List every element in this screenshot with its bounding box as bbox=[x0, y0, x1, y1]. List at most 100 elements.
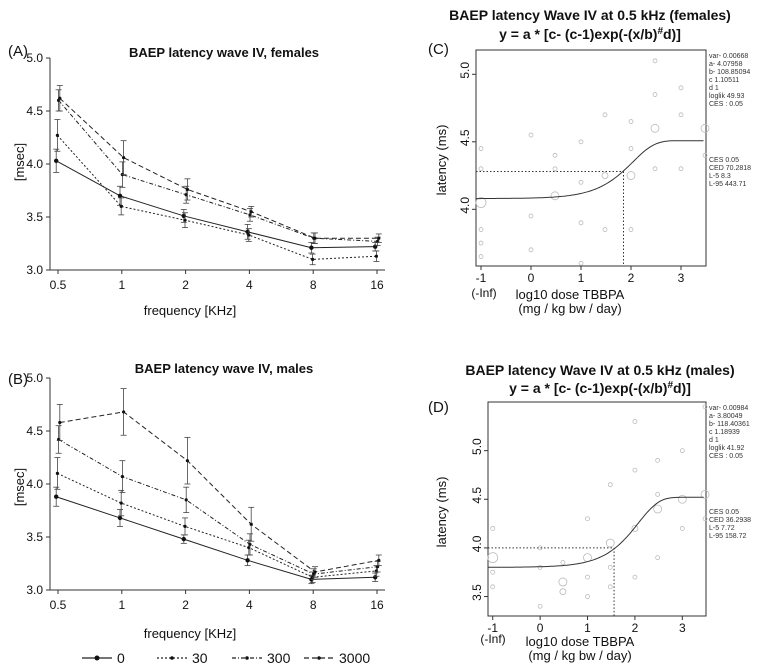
panel-d-title: BAEP latency Wave IV at 0.5 kHz (males) bbox=[465, 362, 734, 378]
panel-d-data-point bbox=[490, 584, 496, 590]
panel-a-data-point bbox=[122, 156, 126, 160]
panel-a-data-point bbox=[377, 236, 381, 240]
panel-c-plot-frame bbox=[475, 49, 707, 267]
panel-a-ytick-label: 5.0 bbox=[26, 51, 43, 65]
panel-d-ylabel: latency (ms) bbox=[434, 477, 449, 548]
panel-d-xtick-label: -1 bbox=[487, 621, 498, 635]
panel-d-data-point bbox=[631, 525, 639, 532]
panel-d-data-point bbox=[702, 404, 708, 410]
panel-c-data-point bbox=[626, 171, 636, 180]
panel-c-data-point bbox=[628, 227, 634, 232]
panel-b-xtick-label: 4 bbox=[246, 598, 253, 612]
panel-c-param-text: var- 0.00668 bbox=[709, 53, 748, 60]
panel-a-series-line bbox=[55, 160, 376, 249]
panel-a-series-line bbox=[59, 97, 379, 239]
panel-c-data-point bbox=[478, 227, 484, 232]
panel-d-data-point bbox=[537, 564, 543, 570]
panel-c-data-point bbox=[528, 213, 534, 219]
panel-d-data-point bbox=[653, 504, 663, 514]
panel-d-data-point bbox=[585, 574, 590, 580]
panel-a-chart: (A) BAEP latency wave IV, females freque… bbox=[8, 43, 385, 318]
panel-d-data-point bbox=[677, 494, 687, 504]
panel-b-data-point bbox=[313, 570, 317, 574]
panel-c-param-text: b- 108.85094 bbox=[709, 69, 750, 76]
panel-c-xtick-label: 2 bbox=[628, 271, 635, 285]
panel-c-bmd-text: CED 70.2818 bbox=[709, 165, 751, 172]
panel-d-xlabel-units: (mg / kg bw / day) bbox=[528, 648, 631, 663]
panel-c-fit-curve bbox=[476, 140, 704, 200]
panel-c-data-point bbox=[678, 85, 684, 91]
panel-c-data-point bbox=[478, 166, 484, 172]
panel-d-param-text: b- 118.40361 bbox=[709, 421, 750, 428]
panel-d-data-point bbox=[585, 516, 590, 522]
panel-c-ytick-label: 4.0 bbox=[458, 197, 472, 214]
panel-a-data-point bbox=[248, 213, 252, 217]
panel-a-data-point bbox=[374, 254, 378, 258]
panel-b-chart: (B) BAEP latency wave IV, males frequenc… bbox=[8, 361, 385, 641]
panel-d-bmd-text: L-5 7.72 bbox=[709, 525, 735, 532]
formula-d-prefix: y = a * [c- (c-1)exp(-(x/b) bbox=[509, 380, 667, 396]
panel-a-xtick-label: 0.5 bbox=[50, 278, 67, 292]
panel-c-data-point bbox=[552, 152, 558, 158]
panel-d-data-point bbox=[605, 538, 615, 548]
panel-c-data-point bbox=[678, 112, 684, 118]
panel-a-data-point bbox=[54, 158, 59, 164]
panel-d-data-point bbox=[607, 482, 613, 488]
legend-label: 3000 bbox=[339, 650, 370, 666]
panel-a-data-point bbox=[55, 133, 60, 137]
panel-c-bmd-text: L-5 8.3 bbox=[709, 173, 731, 180]
panel-d-data-point bbox=[607, 584, 613, 590]
panel-c-xlabel-units: (mg / kg bw / day) bbox=[518, 301, 621, 316]
panel-d-data-point bbox=[700, 490, 710, 499]
panel-b-series-line bbox=[57, 472, 377, 578]
panel-a-ylabel: [msec] bbox=[12, 143, 27, 181]
panel-c-xtick-label: 3 bbox=[678, 271, 685, 285]
panel-d-data-point bbox=[558, 577, 568, 587]
panel-c-data-point bbox=[478, 254, 484, 259]
panel-c-data-point bbox=[478, 240, 484, 246]
panel-d-xtick-label: 3 bbox=[679, 621, 686, 635]
panel-c-param-text: d 1 bbox=[709, 85, 719, 92]
panel-d-data-point bbox=[607, 564, 613, 570]
panel-b-data-point bbox=[248, 542, 252, 547]
panel-b-data-point bbox=[181, 536, 186, 542]
legend-swatch-marker bbox=[94, 655, 100, 661]
panel-c-data-point bbox=[678, 166, 684, 172]
panel-c-data-point bbox=[578, 260, 584, 266]
panel-a-series-line bbox=[58, 100, 378, 242]
panel-c-inf-tick: (-Inf) bbox=[471, 286, 496, 300]
panel-b-data-point bbox=[377, 558, 381, 562]
panel-c-data-point bbox=[652, 92, 658, 97]
panel-c-bmd-text: CES 0.05 bbox=[709, 157, 739, 164]
panel-d-ytick-label: 5.0 bbox=[470, 438, 484, 455]
panel-d-formula: y = a * [c- (c-1)exp(-(x/b)#d)] bbox=[509, 380, 691, 396]
panel-b-title: BAEP latency wave IV, males bbox=[135, 361, 314, 376]
panel-d-data-point bbox=[585, 594, 590, 599]
panel-d-data-point bbox=[487, 552, 499, 564]
panel-b-ytick-label: 5.0 bbox=[26, 371, 43, 385]
panel-b-xtick-label: 1 bbox=[118, 598, 125, 612]
formula-c-sup: # bbox=[657, 26, 663, 37]
panel-c-data-point bbox=[628, 119, 634, 124]
panel-d-data-point bbox=[490, 569, 496, 575]
panel-c-data-point bbox=[578, 139, 584, 145]
panel-d-inf-tick: (-Inf) bbox=[480, 632, 505, 646]
legend: 0 30 300 3000 bbox=[82, 650, 370, 666]
panel-d-data-point bbox=[490, 526, 496, 531]
panel-c-data-point bbox=[650, 123, 660, 133]
panel-c-param-text: loglik 49.93 bbox=[709, 93, 745, 100]
panel-d-data-point bbox=[655, 492, 661, 497]
panel-c-data-point bbox=[528, 132, 534, 138]
panel-b-series-line bbox=[56, 496, 376, 580]
panel-c-data-point bbox=[652, 166, 658, 172]
panel-d-xlabel: log10 dose TBBPA bbox=[526, 634, 635, 649]
panel-b-data-point bbox=[183, 524, 187, 529]
formula-d-sup: # bbox=[667, 380, 673, 391]
panel-b-data-point bbox=[249, 522, 253, 526]
panel-c-xtick-label: 0 bbox=[528, 271, 535, 285]
panel-b-xtick-label: 0.5 bbox=[50, 598, 67, 612]
panel-d-plot-frame bbox=[487, 401, 707, 617]
panel-c-data-point bbox=[550, 191, 560, 201]
panel-b-ytick-label: 4.0 bbox=[26, 477, 43, 491]
